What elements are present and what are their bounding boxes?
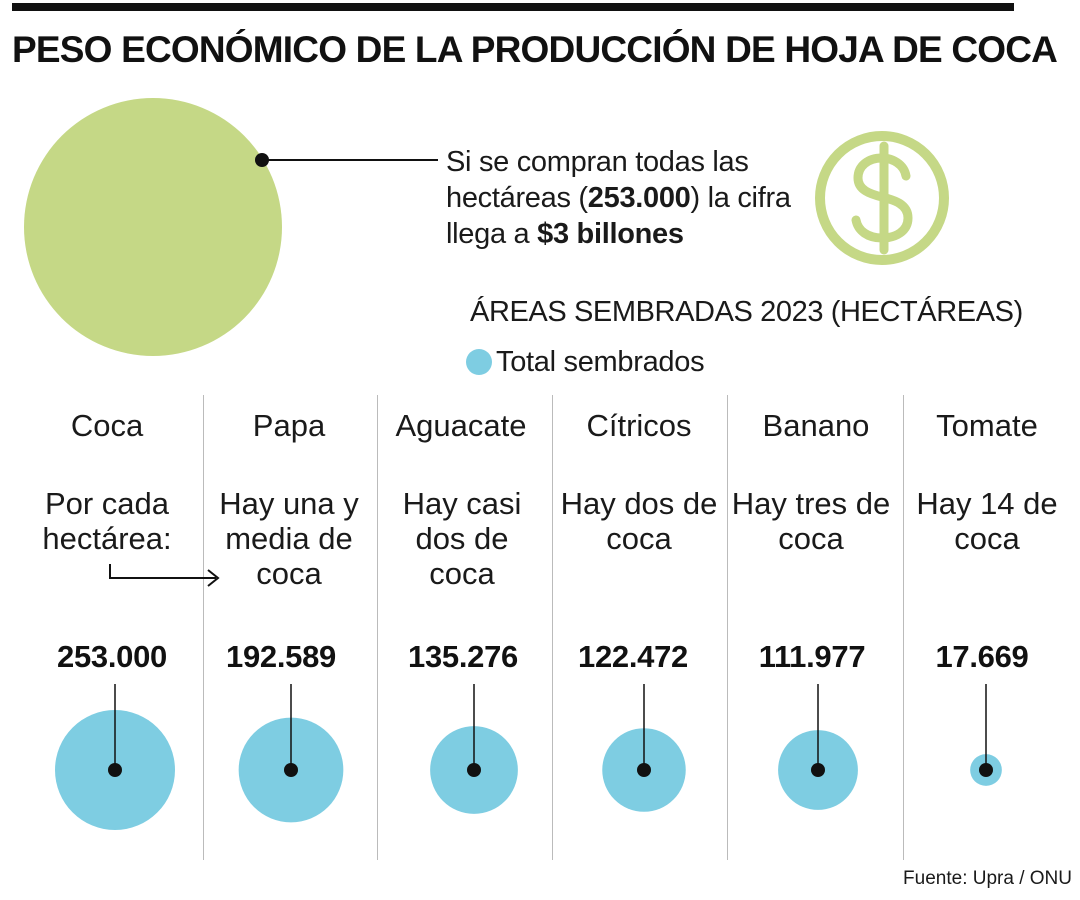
column-divider bbox=[203, 395, 204, 860]
value-label-banano: 111.977 bbox=[758, 639, 866, 674]
category-label-coca: Coca bbox=[70, 408, 144, 443]
bubble-aguacate bbox=[430, 726, 518, 814]
category-description-tomate: Hay 14 de coca bbox=[916, 486, 1058, 556]
bubble-center-dot-tomate bbox=[979, 763, 993, 777]
value-label-papa: 192.589 bbox=[226, 639, 336, 674]
bubble-papa bbox=[238, 717, 344, 823]
dollar-sign-icon bbox=[815, 131, 949, 265]
column-divider bbox=[727, 395, 728, 860]
top-rule bbox=[12, 3, 1014, 11]
column-divider bbox=[377, 395, 378, 860]
value-label-tomate: 17.669 bbox=[935, 639, 1029, 674]
bubble-center-dot-coca bbox=[108, 763, 122, 777]
bubble-banano bbox=[778, 730, 858, 810]
value-label-aguacate: 135.276 bbox=[408, 639, 518, 674]
category-description-papa: Hay una y media de coca bbox=[219, 486, 359, 591]
bubble-center-dot-banano bbox=[811, 763, 825, 777]
chart-title: PESO ECONÓMICO DE LA PRODUCCIÓN DE HOJA … bbox=[12, 29, 1058, 70]
value-label-citricos: 122.472 bbox=[578, 639, 688, 674]
callout-text-pre: Si se compran todas las hectáreas ( bbox=[446, 146, 749, 214]
category-description-aguacate: Hay casi dos de coca bbox=[402, 486, 522, 591]
legend-label: Total sembrados bbox=[496, 345, 705, 378]
category-label-papa: Papa bbox=[252, 408, 326, 443]
total-value-circle bbox=[24, 98, 282, 356]
category-description-citricos: Hay dos de coca bbox=[560, 486, 718, 556]
chart-subtitle: ÁREAS SEMBRADAS 2023 (HECTÁREAS) bbox=[470, 296, 1023, 328]
category-label-tomate: Tomate bbox=[936, 408, 1038, 443]
arrow-icon bbox=[109, 564, 220, 587]
callout-amount: $3 billones bbox=[537, 218, 684, 250]
legend: Total sembrados bbox=[466, 342, 705, 382]
bubble-center-dot-aguacate bbox=[467, 763, 481, 777]
callout-text-mid: ) la cifra llega a bbox=[446, 182, 791, 250]
callout-line bbox=[268, 159, 438, 161]
callout-text: Si se compran todas las hectáreas (253.0… bbox=[446, 144, 806, 252]
category-label-aguacate: Aguacate bbox=[395, 408, 527, 443]
callout-hectares: 253.000 bbox=[587, 182, 691, 214]
callout-dot bbox=[255, 153, 269, 167]
category-label-banano: Banano bbox=[762, 408, 870, 443]
bubble-center-dot-citricos bbox=[637, 763, 651, 777]
legend-swatch bbox=[466, 349, 492, 375]
column-divider bbox=[552, 395, 553, 860]
category-label-citricos: Cítricos bbox=[586, 408, 692, 443]
value-label-coca: 253.000 bbox=[57, 639, 167, 674]
bubble-tomate bbox=[970, 754, 1002, 786]
bubble-citricos bbox=[602, 728, 686, 812]
bubble-center-dot-papa bbox=[284, 763, 298, 777]
category-description-coca: Por cada hectárea: bbox=[42, 486, 172, 556]
category-description-banano: Hay tres de coca bbox=[731, 486, 891, 556]
column-divider bbox=[903, 395, 904, 860]
source-note: Fuente: Upra / ONU bbox=[903, 868, 1072, 889]
bubble-coca bbox=[55, 710, 175, 830]
